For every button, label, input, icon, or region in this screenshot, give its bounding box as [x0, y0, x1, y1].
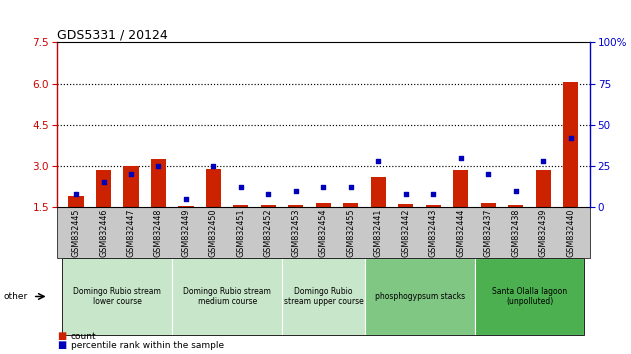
Text: ■: ■ [57, 331, 66, 341]
Point [510, 188, 521, 193]
Point [566, 135, 576, 141]
Bar [179, 206, 194, 207]
Bar [233, 205, 249, 207]
Bar [536, 170, 551, 207]
Text: percentile rank within the sample: percentile rank within the sample [71, 342, 224, 350]
Bar [563, 82, 578, 207]
Text: other: other [3, 292, 27, 301]
Text: Domingo Rubio stream
medium course: Domingo Rubio stream medium course [183, 287, 271, 306]
Text: Domingo Rubio
stream upper course: Domingo Rubio stream upper course [283, 287, 363, 306]
Bar [69, 196, 83, 207]
Point [428, 191, 439, 197]
Text: GDS5331 / 20124: GDS5331 / 20124 [57, 28, 168, 41]
Bar [261, 205, 276, 207]
Bar [316, 203, 331, 207]
Bar [96, 170, 111, 207]
Point [319, 184, 329, 190]
Point [483, 171, 493, 177]
Point [346, 184, 356, 190]
Text: Domingo Rubio stream
lower course: Domingo Rubio stream lower course [73, 287, 161, 306]
Bar [508, 205, 523, 207]
Bar [371, 177, 386, 207]
Bar [288, 205, 304, 207]
Bar [481, 203, 496, 207]
Bar [124, 166, 139, 207]
Point [291, 188, 301, 193]
Point [401, 191, 411, 197]
Point [126, 171, 136, 177]
Bar [206, 169, 221, 207]
Point [153, 163, 163, 169]
Point [71, 191, 81, 197]
Point [538, 158, 548, 164]
Bar [426, 205, 441, 207]
Point [236, 184, 246, 190]
Bar [343, 203, 358, 207]
Text: count: count [71, 332, 97, 341]
Bar [398, 204, 413, 207]
Text: Santa Olalla lagoon
(unpolluted): Santa Olalla lagoon (unpolluted) [492, 287, 567, 306]
Bar [151, 159, 166, 207]
Bar [453, 170, 468, 207]
Point [208, 163, 218, 169]
Point [263, 191, 273, 197]
Point [374, 158, 384, 164]
Point [456, 155, 466, 161]
Point [98, 179, 109, 185]
Text: phosphogypsum stacks: phosphogypsum stacks [375, 292, 464, 301]
Text: ■: ■ [57, 341, 66, 350]
Point [181, 196, 191, 202]
